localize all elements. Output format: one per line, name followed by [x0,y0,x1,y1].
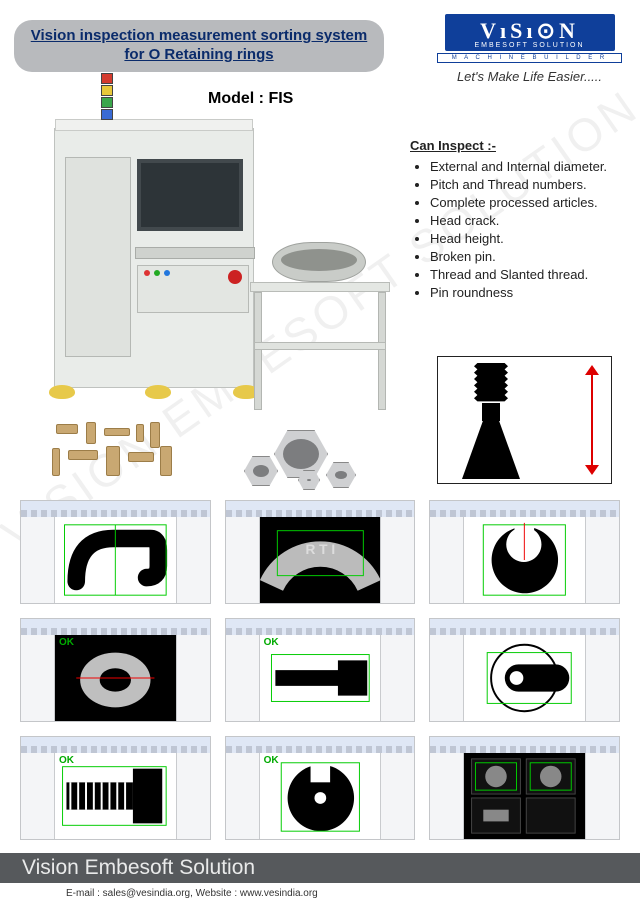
screenshot-pin-round [429,618,620,722]
ok-badge: OK [59,755,74,766]
ok-badge: OK [264,755,279,766]
screenshot-screw-thread: OK [20,736,211,840]
machine-illustration [24,108,394,408]
screenshot-multi-panel [429,736,620,840]
screenshot-u-gear [429,500,620,604]
inspect-item: Pin roundness [430,285,610,300]
machine-cabinet [54,128,254,388]
control-panel [137,265,249,313]
inspect-list: External and Internal diameter. Pitch an… [430,159,610,300]
logo-box: VıSı⊙N EMBESOFT SOLUTION [445,14,615,51]
model-label: Model : FIS [208,90,293,108]
ok-badge: OK [59,637,74,648]
bowl-feeder-icon [272,242,366,282]
footer-company: Vision Embesoft Solution [22,856,255,879]
feeder-table [250,242,390,412]
screenshot-grid: R T I OK [20,500,620,840]
dimension-arrow-icon [585,365,599,475]
logo-text: VıSı⊙N [480,18,579,43]
footer-bar: Vision Embesoft Solution [0,853,640,883]
screenshot-ring-marking: R T I [225,500,416,604]
machine-screen-icon [137,159,243,231]
inspect-item: Head height. [430,231,610,246]
inspect-item: Pitch and Thread numbers. [430,177,610,192]
footer-contact: E-mail : sales@vesindia.org, Website : w… [66,888,318,899]
inspect-item: Complete processed articles. [430,195,610,210]
logo-sub2: M A C H I N E B U I L D E R [437,53,622,63]
inspect-item: Broken pin. [430,249,610,264]
title-link[interactable]: Vision inspection measurement sorting sy… [30,27,368,65]
logo-tagline: Let's Make Life Easier..... [437,69,622,84]
ok-badge: OK [264,637,279,648]
inspect-item: Thread and Slanted thread. [430,267,610,282]
svg-text:R T I: R T I [305,542,335,557]
screw-dimension-diagram [437,356,612,484]
hex-nuts-icon [240,426,380,500]
brass-parts-icon [50,422,180,492]
brand-logo: VıSı⊙N EMBESOFT SOLUTION M A C H I N E B… [437,14,622,84]
title-pill: Vision inspection measurement sorting sy… [14,20,384,72]
inspect-item: Head crack. [430,213,610,228]
screenshot-bolt-profile: OK [225,618,416,722]
inspect-capabilities: Can Inspect :- External and Internal dia… [410,138,610,303]
inspect-item: External and Internal diameter. [430,159,610,174]
logo-sub1: EMBESOFT SOLUTION [453,42,607,49]
beacon-light-icon [101,73,113,121]
screenshot-nut-top: OK [20,618,211,722]
inspect-title: Can Inspect :- [410,138,610,153]
screenshot-hook [20,500,211,604]
screenshot-disc-notch: OK [225,736,416,840]
